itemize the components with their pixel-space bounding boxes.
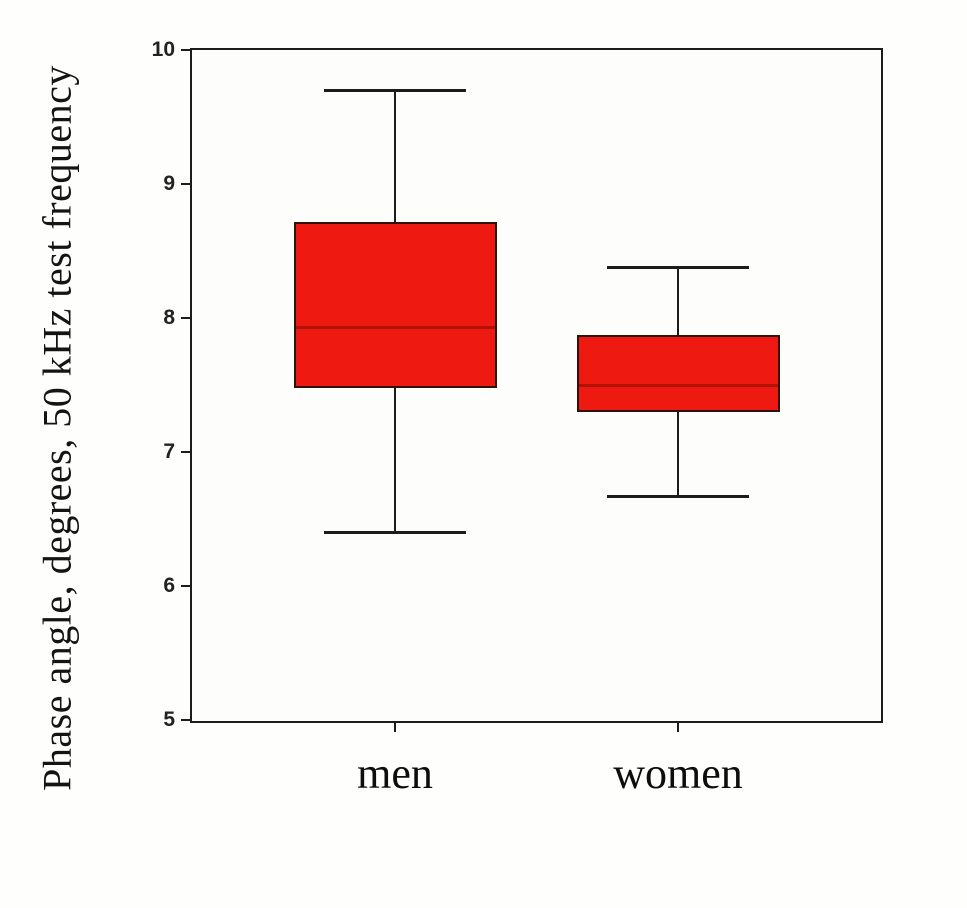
x-tick-mark [677, 723, 679, 732]
min-cap-women [607, 495, 749, 499]
iqr-box-women [576, 335, 780, 412]
y-tick-label: 9 [163, 172, 175, 195]
y-tick-mark [181, 585, 190, 587]
x-tick-label-women: women [613, 749, 743, 798]
iqr-box-men [293, 221, 497, 388]
y-axis-label: Phase angle, degrees, 50 kHz test freque… [34, 65, 80, 791]
median-line-women [578, 384, 778, 387]
x-tick-label-men: men [357, 749, 433, 798]
y-tick-label: 10 [151, 38, 175, 61]
median-line-men [295, 326, 495, 330]
upper-whisker-men [394, 90, 396, 222]
lower-whisker-men [394, 387, 396, 533]
x-tick-mark [394, 723, 396, 732]
y-tick-mark [181, 451, 190, 453]
upper-whisker-women [677, 267, 679, 336]
y-tick-mark [181, 183, 190, 185]
y-tick-mark [181, 317, 190, 319]
lower-whisker-women [677, 411, 679, 497]
y-tick-label: 7 [163, 440, 175, 463]
y-tick-mark [181, 719, 190, 721]
max-cap-women [607, 266, 749, 270]
y-tick-mark [181, 49, 190, 51]
y-tick-label: 5 [163, 708, 175, 731]
y-tick-label: 6 [163, 574, 175, 597]
max-cap-men [324, 89, 466, 93]
y-tick-label: 8 [163, 306, 175, 329]
min-cap-men [324, 531, 466, 535]
